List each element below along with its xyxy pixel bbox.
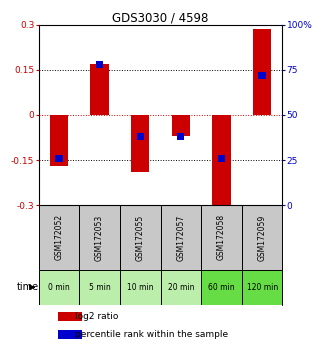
- Text: log2 ratio: log2 ratio: [75, 312, 118, 321]
- Bar: [39, 270, 79, 305]
- Bar: [242, 205, 282, 270]
- Bar: [79, 270, 120, 305]
- Text: 120 min: 120 min: [247, 283, 278, 292]
- Bar: [253, 29, 271, 115]
- Bar: [131, 115, 149, 172]
- Bar: [201, 205, 242, 270]
- Bar: [96, 61, 103, 68]
- Text: GSM172057: GSM172057: [176, 214, 185, 261]
- Bar: [79, 205, 120, 270]
- Text: 10 min: 10 min: [127, 283, 153, 292]
- Bar: [91, 64, 108, 115]
- Text: GSM172058: GSM172058: [217, 214, 226, 261]
- Text: 5 min: 5 min: [89, 283, 110, 292]
- Text: GSM172053: GSM172053: [95, 214, 104, 261]
- Text: 20 min: 20 min: [168, 283, 194, 292]
- Bar: [218, 155, 225, 162]
- Bar: [172, 115, 190, 136]
- Bar: [58, 312, 82, 321]
- Bar: [160, 205, 201, 270]
- Text: 60 min: 60 min: [208, 283, 235, 292]
- Title: GDS3030 / 4598: GDS3030 / 4598: [112, 12, 209, 25]
- Bar: [160, 270, 201, 305]
- Bar: [39, 205, 79, 270]
- Text: GSM172059: GSM172059: [258, 214, 267, 261]
- Bar: [242, 270, 282, 305]
- Bar: [136, 133, 144, 140]
- Bar: [120, 205, 160, 270]
- Bar: [177, 133, 185, 140]
- Bar: [50, 115, 68, 166]
- Text: 0 min: 0 min: [48, 283, 70, 292]
- Text: time: time: [16, 282, 39, 292]
- Bar: [120, 270, 160, 305]
- Bar: [55, 155, 63, 162]
- Text: percentile rank within the sample: percentile rank within the sample: [75, 330, 228, 339]
- Text: GSM172055: GSM172055: [136, 214, 145, 261]
- Bar: [201, 270, 242, 305]
- Bar: [258, 72, 266, 79]
- Bar: [213, 115, 230, 207]
- Bar: [58, 330, 82, 339]
- Text: GSM172052: GSM172052: [54, 214, 63, 261]
